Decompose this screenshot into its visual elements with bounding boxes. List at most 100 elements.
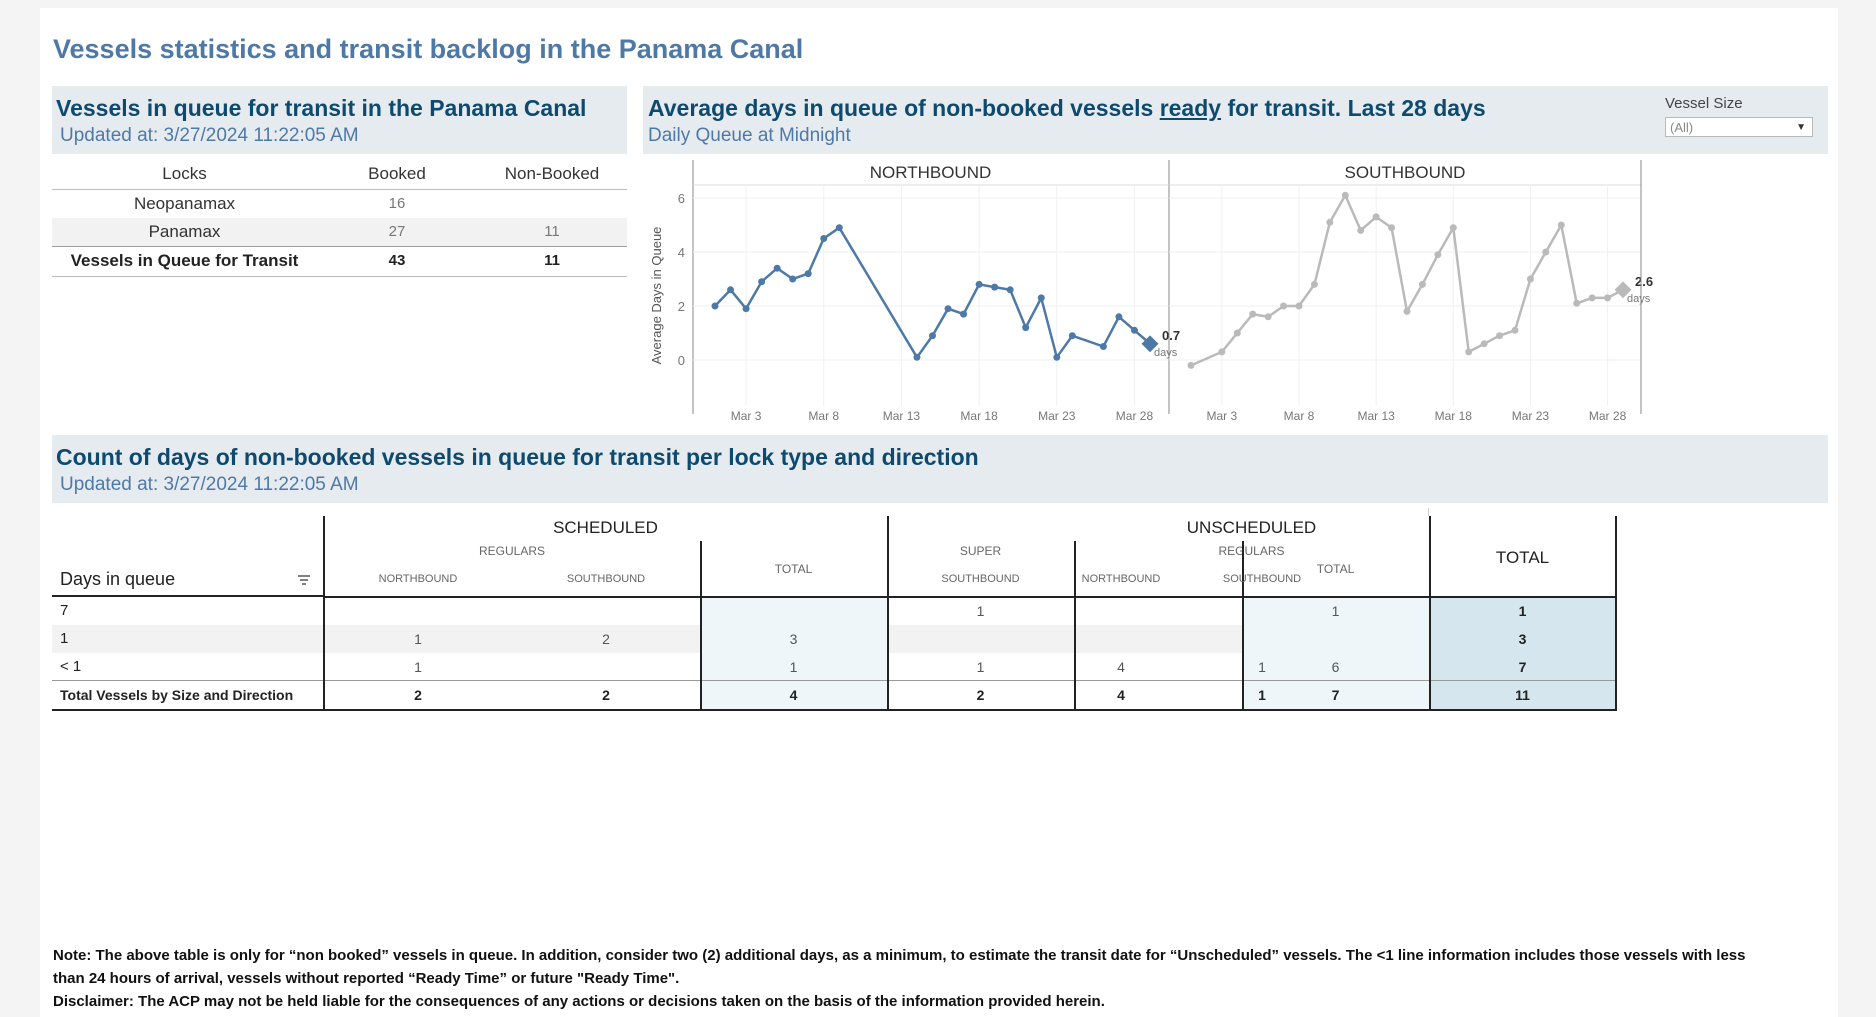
cell bbox=[324, 597, 512, 625]
cell: 2 bbox=[602, 687, 610, 703]
sort-icon[interactable] bbox=[297, 573, 311, 587]
x-tick-label: Mar 3 bbox=[731, 409, 762, 423]
data-point bbox=[1264, 313, 1272, 321]
data-point bbox=[1588, 294, 1596, 302]
data-point bbox=[1280, 302, 1288, 310]
y-axis-label: Average Days in Queue bbox=[649, 227, 664, 365]
booked-value: 27 bbox=[388, 223, 406, 240]
data-point bbox=[960, 310, 968, 318]
cell bbox=[1074, 625, 1168, 653]
table-row: Neopanamax 16 bbox=[52, 190, 627, 218]
cell bbox=[1168, 597, 1356, 625]
y-tick-label: 0 bbox=[678, 353, 685, 368]
data-point bbox=[1310, 280, 1318, 288]
cell: 6 bbox=[1331, 659, 1340, 675]
data-point bbox=[1388, 224, 1396, 232]
x-tick-label: Mar 13 bbox=[883, 409, 921, 423]
data-point bbox=[1053, 353, 1061, 361]
y-tick-label: 4 bbox=[678, 245, 685, 260]
table-row: Panamax 27 11 bbox=[52, 218, 627, 246]
cell-total: 11 bbox=[1515, 687, 1530, 703]
data-point bbox=[1295, 302, 1303, 310]
data-point bbox=[1511, 326, 1519, 334]
last-value-unit: days bbox=[1627, 293, 1651, 305]
cell: 1 bbox=[414, 631, 422, 647]
cell bbox=[1168, 625, 1356, 653]
data-point bbox=[1496, 332, 1504, 340]
data-point bbox=[773, 264, 781, 272]
unscheduled-regulars-header: REGULARS bbox=[1218, 544, 1285, 558]
dashboard: Vessels statistics and transit backlog i… bbox=[40, 8, 1838, 1017]
scheduled-header: SCHEDULED bbox=[553, 518, 658, 537]
x-tick-label: Mar 23 bbox=[1038, 409, 1076, 423]
queue-panel-updated: Updated at: 3/27/2024 11:22:05 AM bbox=[60, 125, 359, 146]
non-booked-value: 11 bbox=[544, 252, 560, 269]
data-point bbox=[944, 305, 952, 313]
data-point bbox=[1099, 343, 1107, 350]
data-point bbox=[1526, 275, 1534, 283]
last-value-label: 0.7 bbox=[1162, 328, 1180, 343]
data-point bbox=[1557, 221, 1565, 229]
cell: 4 bbox=[789, 687, 798, 703]
data-point bbox=[1434, 251, 1442, 259]
days-panel-header: Average days in queue of non-booked vess… bbox=[643, 86, 1828, 154]
x-tick-label: Mar 13 bbox=[1357, 409, 1395, 423]
col-header-non-booked: Non-Booked bbox=[504, 164, 600, 183]
non-booked-value bbox=[477, 190, 627, 218]
count-panel-title: Count of days of non-booked vessels in q… bbox=[56, 444, 979, 470]
x-tick-label: Mar 3 bbox=[1207, 409, 1238, 423]
cell: 2 bbox=[976, 687, 985, 703]
unscheduled-total-header: TOTAL bbox=[1316, 562, 1355, 576]
data-point bbox=[1006, 286, 1014, 294]
days-panel-subtitle: Daily Queue at Midnight bbox=[648, 125, 851, 146]
count-panel-header: Count of days of non-booked vessels in q… bbox=[52, 435, 1828, 503]
unsched-southbound-header: SOUTHBOUND bbox=[1222, 573, 1302, 585]
data-point bbox=[1542, 248, 1550, 256]
vessel-size-dropdown[interactable]: (All) ▼ bbox=[1665, 117, 1813, 137]
data-point bbox=[1465, 348, 1473, 356]
data-point bbox=[1341, 191, 1349, 199]
cell: 4 bbox=[1117, 659, 1125, 675]
x-tick-label: Mar 18 bbox=[1435, 409, 1473, 423]
last-value-unit: days bbox=[1154, 347, 1178, 359]
x-tick-label: Mar 23 bbox=[1512, 409, 1550, 423]
data-point bbox=[929, 332, 936, 340]
disclaimer: Disclaimer: The ACP may not be held liab… bbox=[53, 993, 1105, 1010]
cell bbox=[700, 597, 887, 625]
booked-value: 16 bbox=[388, 195, 406, 212]
scheduled-regulars-header: REGULARS bbox=[478, 544, 546, 558]
ready-link[interactable]: ready bbox=[1159, 95, 1222, 121]
unsched-northbound-header: NORTHBOUND bbox=[1081, 573, 1161, 585]
non-booked-value: 11 bbox=[544, 223, 560, 240]
data-point bbox=[1115, 313, 1123, 321]
unscheduled-super-header: SUPER bbox=[959, 544, 1002, 558]
cell: 3 bbox=[789, 631, 798, 647]
data-point bbox=[727, 286, 735, 294]
days-in-queue-header: Days in queue bbox=[60, 569, 176, 589]
cell: 1 bbox=[414, 659, 422, 675]
data-point bbox=[711, 302, 719, 310]
chart-title: NORTHBOUND bbox=[870, 163, 992, 182]
row-label: Neopanamax bbox=[133, 194, 236, 213]
y-tick-label: 6 bbox=[678, 191, 685, 206]
queue-panel-title: Vessels in queue for transit in the Pana… bbox=[56, 95, 587, 121]
scheduled-total-header: TOTAL bbox=[774, 562, 813, 576]
super-southbound-header: SOUTHBOUND bbox=[941, 573, 1020, 585]
col-header-booked: Booked bbox=[368, 164, 426, 183]
data-point bbox=[820, 235, 828, 242]
sched-southbound-header: SOUTHBOUND bbox=[566, 573, 646, 585]
x-tick-label: Mar 18 bbox=[960, 409, 998, 423]
cell: 1 bbox=[976, 603, 985, 619]
data-point bbox=[758, 278, 766, 286]
note-line-1: Note: The above table is only for “non b… bbox=[53, 947, 1746, 964]
last-value-label: 2.6 bbox=[1635, 274, 1653, 289]
data-point bbox=[1326, 218, 1334, 226]
note-line-2: than 24 hours of arrival, vessels withou… bbox=[53, 970, 680, 987]
cell: 4 bbox=[1117, 687, 1125, 703]
data-point bbox=[1449, 224, 1457, 232]
queue-table: Locks Booked Non-Booked bbox=[52, 160, 627, 280]
data-point bbox=[975, 280, 983, 288]
sched-northbound-header: NORTHBOUND bbox=[378, 573, 458, 585]
cell-total: 1 bbox=[1518, 603, 1527, 619]
data-point bbox=[835, 224, 843, 232]
